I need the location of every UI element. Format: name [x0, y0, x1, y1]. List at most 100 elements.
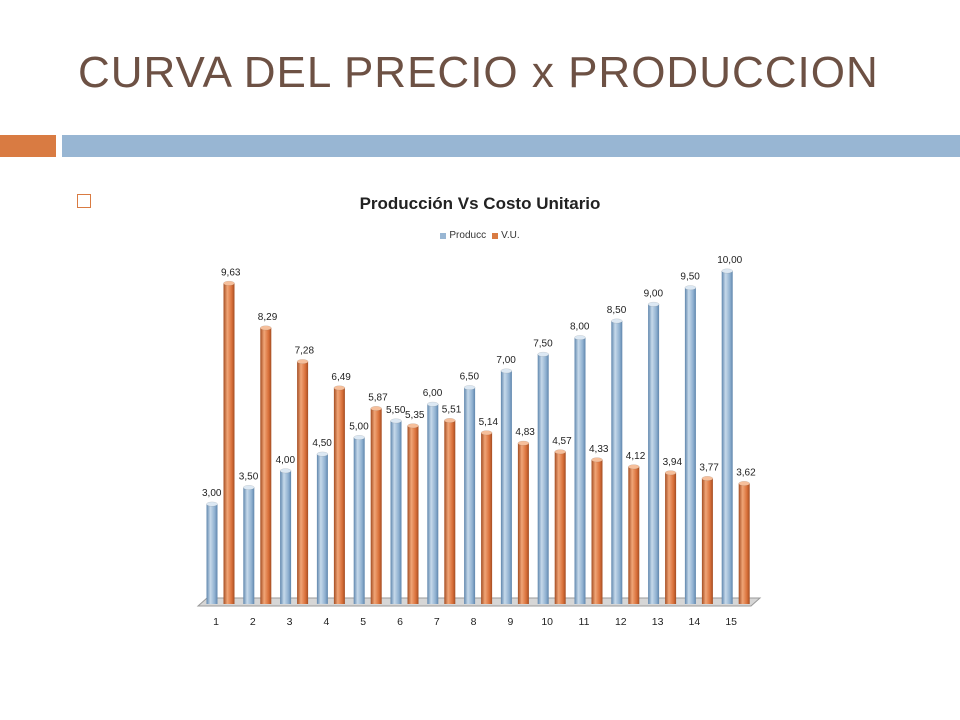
bar-producc-8	[464, 387, 476, 604]
data-label-vu-1: 9,63	[221, 267, 241, 278]
bar-cap-producc-5	[353, 435, 365, 440]
data-label-vu-5: 5,87	[368, 393, 388, 404]
bar-vu-8	[481, 432, 493, 604]
data-label-vu-10: 4,57	[552, 436, 572, 447]
bar-vu-1	[223, 283, 235, 604]
x-tick-label: 9	[507, 616, 513, 628]
bar-cap-producc-9	[500, 368, 513, 374]
data-label-vu-11: 4,33	[589, 444, 609, 455]
bar-cap-vu-1	[223, 280, 235, 286]
bar-cap-producc-2	[243, 485, 255, 490]
data-label-producc-2: 3,50	[239, 472, 259, 483]
bar-producc-14	[684, 287, 696, 604]
legend-item-producc: Producc	[440, 230, 486, 241]
x-tick-label: 10	[541, 616, 553, 628]
x-tick-label: 13	[652, 616, 664, 628]
bar-producc-15	[721, 271, 733, 604]
bar-cap-producc-1	[206, 501, 218, 507]
bar-cap-producc-6	[390, 418, 402, 424]
legend-swatch-producc	[440, 232, 447, 239]
chart-x-ticks: 1 2 3 4 5 6 7 8 9 10 11 12 13 14 15	[213, 616, 737, 628]
data-label-producc-9: 7,00	[496, 355, 516, 366]
data-label-producc-3: 4,00	[276, 455, 296, 466]
bar-cap-producc-13	[647, 301, 660, 307]
x-tick-label: 5	[360, 616, 366, 628]
data-label-vu-4: 6,49	[331, 372, 351, 383]
data-label-vu-6: 5,35	[405, 410, 425, 421]
bar-vu-5	[370, 408, 382, 604]
bar-producc-5	[353, 437, 365, 604]
chart-legend: Producc V.U.	[0, 230, 960, 241]
bar-vu-12	[628, 466, 640, 604]
x-tick-label: 11	[579, 616, 590, 628]
data-label-producc-6: 5,50	[386, 405, 406, 416]
chart-title: Producción Vs Costo Unitario	[359, 194, 601, 213]
data-label-producc-8: 6,50	[460, 372, 480, 383]
bar-cap-producc-10	[537, 351, 549, 357]
bar-cap-vu-13	[664, 470, 677, 476]
bar-producc-7	[427, 404, 439, 604]
bar-vu-11	[591, 459, 603, 604]
chart-data-labels: 3,00 9,63 3,50 8,29 4,00 7,28 4,50 6,49 5,00 5,87…	[202, 255, 756, 499]
data-label-producc-10: 7,50	[533, 338, 553, 349]
bar-producc-3	[280, 470, 292, 604]
bar-producc-2	[243, 487, 255, 604]
data-label-producc-15: 10,00	[717, 255, 742, 266]
bar-cap-vu-12	[628, 464, 640, 470]
data-label-vu-14: 3,77	[699, 463, 719, 474]
data-label-vu-9: 4,83	[515, 427, 535, 438]
bar-producc-1	[206, 504, 218, 604]
x-tick-label: 1	[213, 616, 219, 628]
bar-vu-10	[554, 451, 566, 604]
square-bullet-icon	[77, 194, 91, 208]
bar-cap-producc-4	[316, 451, 329, 457]
x-tick-label: 4	[323, 616, 329, 628]
chart-bars	[206, 268, 750, 604]
bar-cap-vu-11	[591, 457, 603, 463]
data-label-vu-8: 5,14	[479, 417, 499, 428]
x-tick-label: 8	[471, 616, 477, 628]
x-tick-label: 15	[725, 616, 737, 628]
x-tick-label: 7	[434, 616, 440, 628]
bar-cap-vu-5	[370, 406, 382, 411]
bar-vu-2	[260, 327, 272, 604]
bar-vu-15	[738, 483, 750, 604]
data-label-producc-14: 9,50	[680, 272, 700, 283]
x-tick-label: 6	[397, 616, 403, 628]
bar-cap-vu-4	[333, 385, 346, 391]
data-label-producc-5: 5,00	[349, 422, 369, 433]
x-tick-label: 3	[287, 616, 293, 628]
bar-vu-4	[333, 387, 345, 604]
accent-band-blue	[62, 135, 960, 157]
bar-vu-6	[407, 425, 419, 604]
legend-label-producc: Producc	[449, 230, 487, 241]
accent-band-orange	[0, 135, 56, 157]
data-label-producc-4: 4,50	[312, 438, 332, 449]
bar-cap-vu-6	[407, 423, 419, 429]
bar-vu-14	[701, 478, 713, 604]
bar-cap-producc-11	[574, 335, 586, 341]
legend-label-vu: V.U.	[501, 230, 520, 241]
bar-producc-10	[537, 354, 549, 604]
data-label-vu-13: 3,94	[663, 457, 683, 468]
legend-swatch-vu	[492, 232, 499, 239]
x-tick-label: 14	[689, 616, 701, 628]
legend-item-vu: V.U.	[492, 230, 520, 241]
data-label-producc-11: 8,00	[570, 322, 590, 333]
bar-cap-vu-10	[554, 449, 566, 455]
slide-title: CURVA DEL PRECIO x PRODUCCION	[78, 48, 879, 97]
bar-cap-vu-3	[296, 359, 309, 365]
bar-vu-7	[444, 420, 456, 604]
data-label-producc-1: 3,00	[202, 488, 222, 499]
bar-vu-13	[665, 472, 677, 604]
bar-cap-producc-3	[279, 468, 292, 474]
bar-cap-vu-15	[738, 481, 750, 486]
x-tick-label: 12	[615, 616, 627, 628]
bar-cap-vu-9	[517, 440, 530, 446]
bar-vu-3	[297, 361, 309, 604]
bar-producc-11	[574, 337, 586, 604]
bar-cap-producc-14	[684, 285, 697, 291]
data-label-producc-12: 8,50	[607, 305, 627, 316]
x-tick-label: 2	[250, 616, 256, 628]
bar-cap-vu-14	[701, 476, 714, 481]
